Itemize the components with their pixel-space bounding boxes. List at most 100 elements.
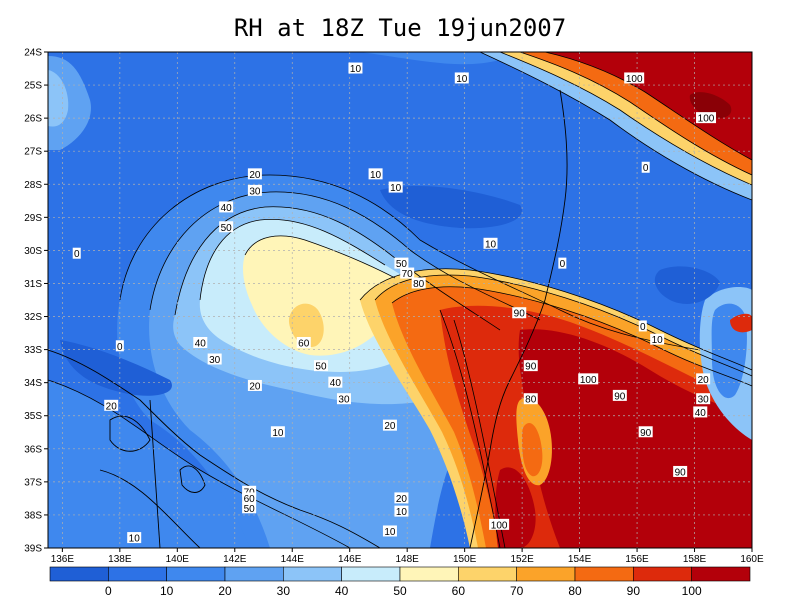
lat-tick-label: 34S bbox=[24, 378, 42, 389]
contour-label-bg bbox=[673, 465, 688, 477]
contour-label: 30 bbox=[698, 395, 710, 406]
contour-label: 20 bbox=[106, 401, 118, 412]
contour-label: 90 bbox=[614, 391, 626, 402]
contour-label-bg bbox=[578, 373, 599, 385]
lat-tick-label: 30S bbox=[24, 246, 42, 257]
contour-label: 60 bbox=[244, 494, 256, 505]
lon-tick-label: 160E bbox=[740, 554, 764, 565]
contour-label-bg bbox=[394, 505, 409, 517]
contour-label-bg bbox=[523, 360, 538, 372]
lat-tick-label: 37S bbox=[24, 477, 42, 488]
contour-label: 0 bbox=[643, 163, 649, 174]
contour-lines bbox=[48, 52, 752, 548]
contour-label-bg bbox=[247, 168, 262, 180]
contour-label: 100 bbox=[626, 74, 643, 85]
contour-label: 10 bbox=[652, 335, 664, 346]
ne-band-100 bbox=[545, 52, 752, 160]
contour-label: 0 bbox=[117, 342, 123, 353]
contour-label-bg bbox=[400, 267, 415, 279]
coastline bbox=[48, 89, 568, 548]
contour-label: 50 bbox=[396, 259, 408, 270]
contour-label-bg bbox=[523, 393, 538, 405]
contour-label: 10 bbox=[485, 239, 497, 250]
contour-label: 0 bbox=[640, 322, 646, 333]
ne-blob-100 bbox=[689, 92, 732, 119]
contour-label: 20 bbox=[384, 421, 396, 432]
dry-patch-0-a bbox=[654, 266, 720, 304]
contour-label: 20 bbox=[249, 381, 261, 392]
colorbar-swatch bbox=[574, 566, 634, 582]
lon-tick-label: 146E bbox=[338, 554, 362, 565]
colorbar-swatch bbox=[691, 566, 751, 582]
contour-label: 80 bbox=[413, 279, 425, 290]
colorbar-label: 10 bbox=[160, 584, 174, 598]
latitude-tick-labels: 24S 25S 26S 27S 28S 29S 30S 31S 32S 33S 34S 35S 36S 3… bbox=[24, 48, 48, 555]
lon-tick-label: 140E bbox=[166, 554, 190, 565]
contour-label: 90 bbox=[640, 428, 652, 439]
lon-tick-label: 142E bbox=[223, 554, 247, 565]
lon-tick-label: 138E bbox=[108, 554, 132, 565]
contour-label-bg bbox=[696, 112, 717, 124]
contour-label: 10 bbox=[456, 74, 468, 85]
colorbar-label: 70 bbox=[510, 584, 524, 598]
lat-tick-label: 33S bbox=[24, 345, 42, 356]
contour-label-bg bbox=[72, 247, 81, 259]
contour-label: 20 bbox=[249, 170, 261, 181]
contour-label: 20 bbox=[396, 494, 408, 505]
contour-label-bg bbox=[512, 307, 527, 319]
lon-tick-label: 154E bbox=[568, 554, 592, 565]
contour-label-bg bbox=[242, 485, 257, 497]
contour-label-bg bbox=[612, 389, 627, 401]
contour-label: 40 bbox=[695, 408, 707, 419]
contour-label-bg bbox=[348, 62, 363, 74]
se-blob-red bbox=[730, 313, 752, 333]
colorbar-swatch bbox=[49, 566, 109, 582]
colorbar-label: 50 bbox=[393, 584, 407, 598]
contour-label-bg bbox=[242, 492, 257, 504]
contour-label-bg bbox=[558, 257, 567, 269]
contour-label: 10 bbox=[272, 428, 284, 439]
contour-label-bg bbox=[242, 502, 257, 514]
contour-label-bg bbox=[193, 336, 208, 348]
longitude-tick-labels: 136E 138E 140E 142E 144E 146E 148E 150E 152E 154E… bbox=[51, 548, 764, 565]
contour-label: 90 bbox=[675, 467, 687, 478]
colorbar-swatch bbox=[166, 566, 226, 582]
colorbar: 0 10 20 30 40 50 60 70 80 90 100 bbox=[49, 566, 751, 598]
contour-label: 100 bbox=[580, 375, 597, 386]
contour-label: 30 bbox=[338, 395, 350, 406]
graticule bbox=[48, 52, 752, 548]
lon-tick-label: 148E bbox=[396, 554, 420, 565]
contour-label: 30 bbox=[209, 355, 221, 366]
colorbar-label: 40 bbox=[335, 584, 349, 598]
colorbar-label: 0 bbox=[105, 584, 112, 598]
lat-tick-label: 26S bbox=[24, 114, 42, 125]
contour-label-bg bbox=[483, 237, 498, 249]
contour-label: 90 bbox=[525, 362, 537, 373]
colorbar-swatch bbox=[108, 566, 167, 582]
map-title: RH at 18Z Tue 19jun2007 bbox=[233, 14, 567, 42]
lat-tick-label: 39S bbox=[24, 544, 42, 555]
contour-label-bg bbox=[394, 492, 409, 504]
contour-label-bg bbox=[336, 393, 351, 405]
contour-label: 0 bbox=[560, 259, 566, 270]
band-10-20-north bbox=[48, 52, 520, 65]
tongue-60 bbox=[242, 235, 403, 356]
contour-label-bg bbox=[411, 277, 426, 289]
contour-label-bg bbox=[388, 181, 403, 193]
lat-tick-label: 25S bbox=[24, 81, 42, 92]
contour-label-bg bbox=[270, 426, 285, 438]
lon-tick-label: 136E bbox=[51, 554, 75, 565]
contour-label: 50 bbox=[244, 504, 256, 515]
colorbar-swatch bbox=[224, 566, 284, 582]
dry-patch-0-b bbox=[60, 340, 172, 396]
band-10-20-south bbox=[48, 380, 350, 548]
contour-label-bg bbox=[489, 518, 510, 530]
contour-label: 70 bbox=[402, 269, 414, 280]
colorbar-label: 20 bbox=[218, 584, 232, 598]
contour-label-bg bbox=[394, 257, 409, 269]
blob-60 bbox=[288, 303, 324, 348]
contour-label-bg bbox=[454, 72, 469, 84]
contour-label-bg bbox=[296, 336, 311, 348]
